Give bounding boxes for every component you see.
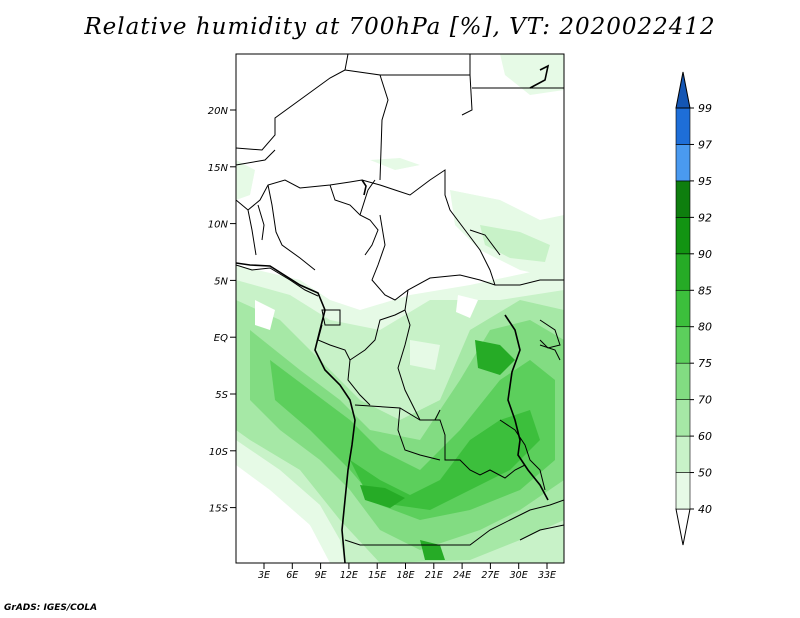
colorbar-label: 95 — [698, 175, 712, 188]
lon-tick-label: 24E — [453, 570, 471, 581]
colorbar-label: 60 — [698, 430, 712, 443]
lat-tick-label: 5S — [215, 390, 228, 401]
colorbar-segment — [675, 107, 691, 145]
colorbar-segment — [675, 289, 691, 328]
lon-tick-label: 33E — [538, 570, 556, 581]
latitude-axis: 20N 15N 10N 5N EQ 5S 10S 15S — [208, 106, 236, 515]
lon-tick-label: 15E — [368, 570, 386, 581]
lon-tick-label: 6E — [286, 570, 298, 581]
coastline — [236, 64, 550, 563]
colorbar-segment — [675, 326, 691, 364]
lon-tick-label: 9E — [315, 570, 327, 581]
lat-tick-label: 10N — [208, 220, 229, 231]
colorbar-label: 50 — [698, 467, 712, 480]
colorbar-label: 40 — [698, 503, 712, 516]
colorbar-segment — [675, 435, 691, 473]
map-frame — [235, 53, 565, 564]
colorbar-segment — [675, 253, 691, 291]
lon-tick-label: 27E — [481, 570, 499, 581]
humidity-field — [236, 54, 564, 563]
colorbar-segment — [675, 217, 691, 255]
lon-tick-label: 18E — [396, 570, 414, 581]
colorbar-label: 90 — [698, 248, 712, 261]
lon-tick-label: 3E — [258, 570, 270, 581]
colorbar-label: 75 — [698, 357, 712, 370]
lon-tick-label: 21E — [425, 570, 443, 581]
colorbar: 40 50 60 70 75 80 85 90 92 95 97 99 — [675, 71, 712, 546]
lon-tick-label: 12E — [340, 570, 358, 581]
colorbar-label: 85 — [698, 284, 712, 297]
chart-title: Relative humidity at 700hPa [%], VT: 202… — [84, 14, 716, 40]
colorbar-label: 97 — [698, 138, 712, 151]
colorbar-segment — [675, 399, 691, 437]
colorbar-segment — [675, 472, 691, 510]
lat-tick-label: 10S — [209, 447, 229, 458]
credit-label: GrADS: IGES/COLA — [4, 603, 98, 613]
colorbar-segment — [675, 362, 691, 400]
colorbar-segment — [675, 144, 691, 182]
colorbar-lower-arrow — [675, 508, 691, 546]
colorbar-segment — [675, 180, 691, 218]
lat-tick-label: 20N — [208, 106, 229, 117]
colorbar-label: 99 — [698, 102, 712, 115]
lat-tick-label: EQ — [214, 333, 228, 344]
longitude-axis: 3E 6E 9E 12E 15E 18E 21E 24E 27E 30E 33E — [258, 563, 556, 581]
colorbar-label: 92 — [698, 211, 712, 224]
colorbar-label: 70 — [698, 394, 712, 407]
lat-tick-label: 15S — [209, 504, 229, 515]
lat-tick-label: 15N — [208, 163, 229, 174]
lon-tick-label: 30E — [510, 570, 528, 581]
colorbar-upper-arrow — [675, 71, 691, 109]
colorbar-label: 80 — [698, 321, 712, 334]
country-borders — [236, 54, 564, 546]
lat-tick-label: 5N — [214, 276, 228, 287]
